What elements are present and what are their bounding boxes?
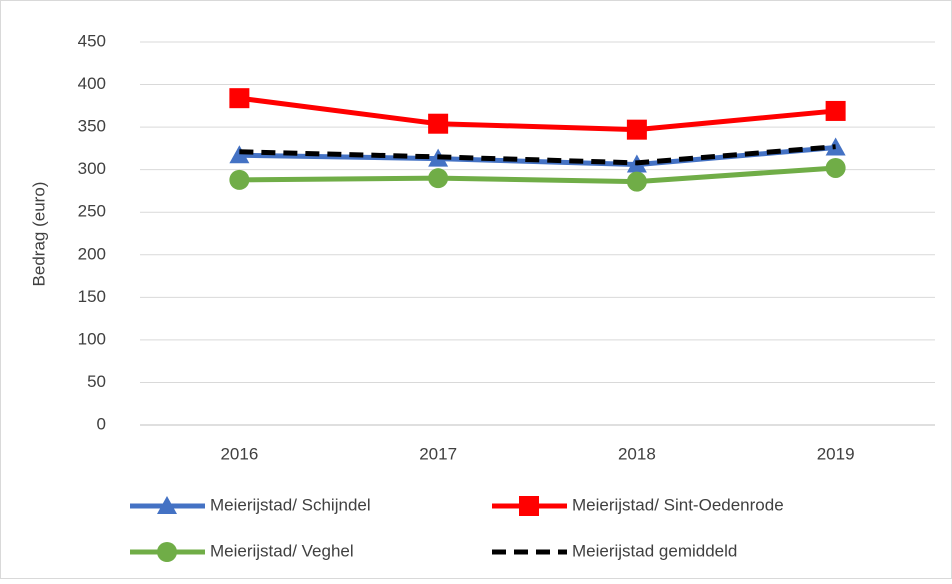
legend-label: Meierijstad/ Veghel	[210, 541, 354, 560]
y-axis-label: Bedrag (euro)	[29, 182, 48, 287]
y-tick-label: 300	[78, 159, 106, 178]
legend-label: Meierijstad gemiddeld	[572, 541, 737, 560]
marker	[157, 496, 177, 514]
y-tick-label: 150	[78, 287, 106, 306]
x-tick-label: 2017	[419, 444, 457, 463]
marker	[428, 168, 449, 189]
y-tick-label: 400	[78, 74, 106, 93]
marker	[157, 542, 177, 562]
marker	[428, 113, 449, 134]
y-tick-label: 0	[97, 414, 106, 433]
series-line	[239, 165, 836, 185]
marker	[825, 100, 846, 121]
series-line	[239, 95, 836, 133]
x-tick-label: 2018	[618, 444, 656, 463]
marker	[626, 171, 647, 192]
y-tick-label: 250	[78, 202, 106, 221]
y-tick-label: 200	[78, 244, 106, 263]
marker	[229, 169, 250, 190]
y-tick-label: 50	[87, 372, 106, 391]
marker	[825, 137, 846, 156]
marker	[626, 119, 647, 140]
marker	[229, 88, 250, 109]
x-tick-label: 2019	[817, 444, 855, 463]
marker	[519, 496, 539, 516]
series-line	[239, 144, 836, 166]
legend-label: Meierijstad/ Sint-Oedenrode	[572, 495, 784, 514]
y-tick-label: 350	[78, 117, 106, 136]
y-tick-label: 450	[78, 31, 106, 50]
x-tick-label: 2016	[220, 444, 258, 463]
marker	[825, 157, 846, 178]
y-tick-label: 100	[78, 329, 106, 348]
legend-label: Meierijstad/ Schijndel	[210, 495, 371, 514]
